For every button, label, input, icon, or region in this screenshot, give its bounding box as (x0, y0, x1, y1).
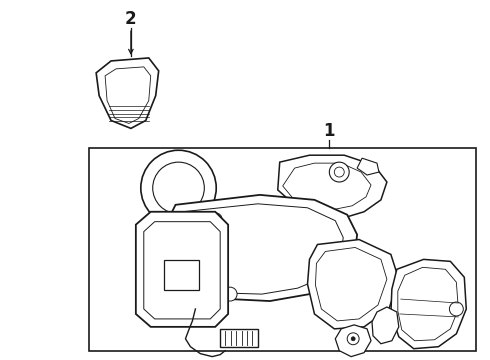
Circle shape (153, 162, 204, 214)
Polygon shape (398, 267, 458, 341)
Circle shape (208, 213, 222, 227)
Circle shape (223, 287, 237, 301)
Polygon shape (172, 204, 343, 294)
FancyBboxPatch shape (164, 260, 199, 290)
Bar (89, 148, 476, 351)
Polygon shape (316, 247, 387, 321)
Polygon shape (357, 158, 379, 175)
Polygon shape (391, 260, 466, 349)
Polygon shape (335, 325, 371, 357)
Polygon shape (308, 239, 399, 329)
Polygon shape (163, 195, 357, 301)
Polygon shape (105, 67, 151, 123)
Polygon shape (144, 222, 220, 319)
Circle shape (347, 333, 359, 345)
Polygon shape (372, 307, 399, 344)
Polygon shape (283, 163, 371, 210)
Circle shape (329, 162, 349, 182)
Polygon shape (136, 212, 228, 327)
Circle shape (141, 150, 216, 226)
Polygon shape (220, 329, 258, 347)
Circle shape (351, 337, 355, 341)
Circle shape (334, 167, 344, 177)
Text: 1: 1 (323, 122, 335, 140)
Circle shape (449, 302, 464, 316)
Text: 2: 2 (125, 10, 137, 28)
Polygon shape (96, 58, 159, 129)
Polygon shape (278, 155, 387, 218)
